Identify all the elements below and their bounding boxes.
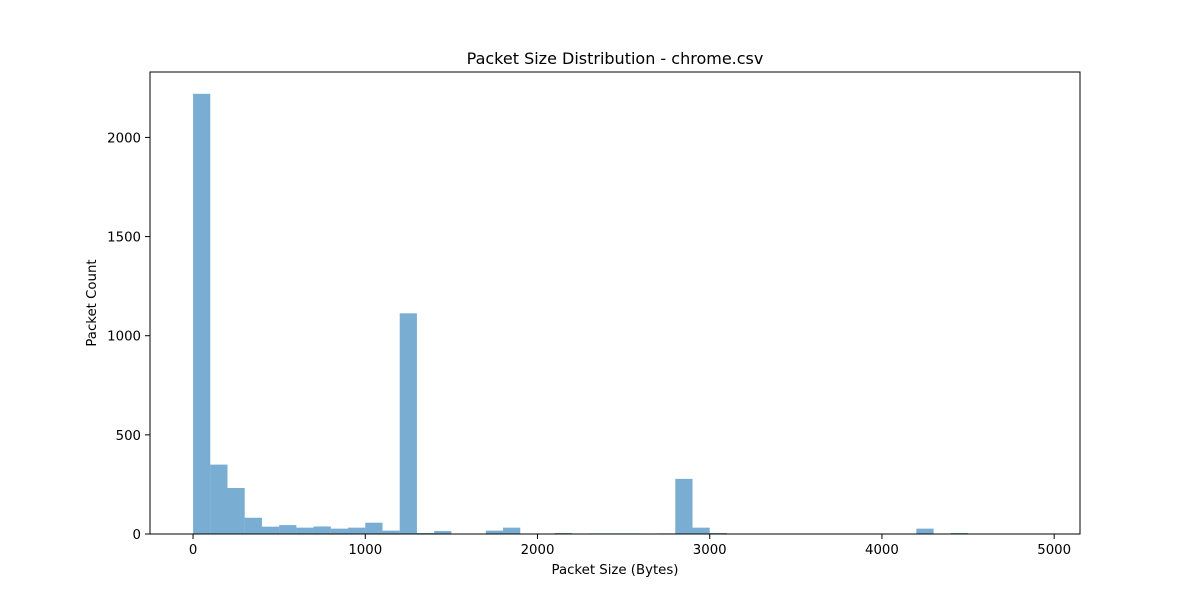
- x-axis-label: Packet Size (Bytes): [552, 563, 679, 578]
- histogram-bar: [348, 527, 366, 534]
- x-tick-label: 0: [189, 543, 197, 558]
- histogram-bar: [503, 527, 521, 534]
- y-tick-label: 1000: [107, 330, 141, 345]
- y-axis-ticks: 0 500 1000 1500 2000: [107, 131, 150, 543]
- histogram-bar: [313, 526, 331, 534]
- x-tick-label: 4000: [865, 543, 899, 558]
- histogram-bar: [916, 528, 934, 534]
- x-tick-label: 1000: [348, 543, 382, 558]
- histogram-bar: [434, 531, 452, 534]
- y-tick-label: 500: [116, 429, 141, 444]
- histogram-bar: [485, 530, 504, 534]
- histogram-bar: [382, 530, 400, 534]
- histogram-bar: [244, 517, 262, 534]
- x-axis-ticks: 0 1000 2000 3000 4000 5000: [189, 534, 1071, 558]
- histogram-bar: [692, 527, 710, 534]
- chart-title: Packet Size Distribution - chrome.csv: [467, 49, 764, 68]
- y-tick-label: 0: [133, 528, 141, 543]
- histogram-bar: [279, 525, 297, 534]
- x-tick-label: 5000: [1037, 543, 1071, 558]
- histogram-bar: [261, 526, 280, 534]
- histogram-bar: [296, 527, 314, 534]
- histogram-bar: [193, 93, 211, 534]
- histogram-bar: [399, 313, 417, 534]
- histogram-bar: [365, 522, 383, 534]
- y-tick-label: 2000: [107, 131, 141, 146]
- y-tick-label: 1500: [107, 231, 141, 246]
- histogram-bar: [227, 487, 245, 534]
- histogram-bar: [675, 478, 693, 534]
- plot-frame: [149, 71, 1081, 535]
- x-tick-label: 2000: [521, 543, 555, 558]
- y-axis-label: Packet Count: [85, 259, 100, 346]
- x-tick-label: 3000: [693, 543, 727, 558]
- histogram-bar: [210, 464, 228, 534]
- histogram-bar: [330, 528, 349, 534]
